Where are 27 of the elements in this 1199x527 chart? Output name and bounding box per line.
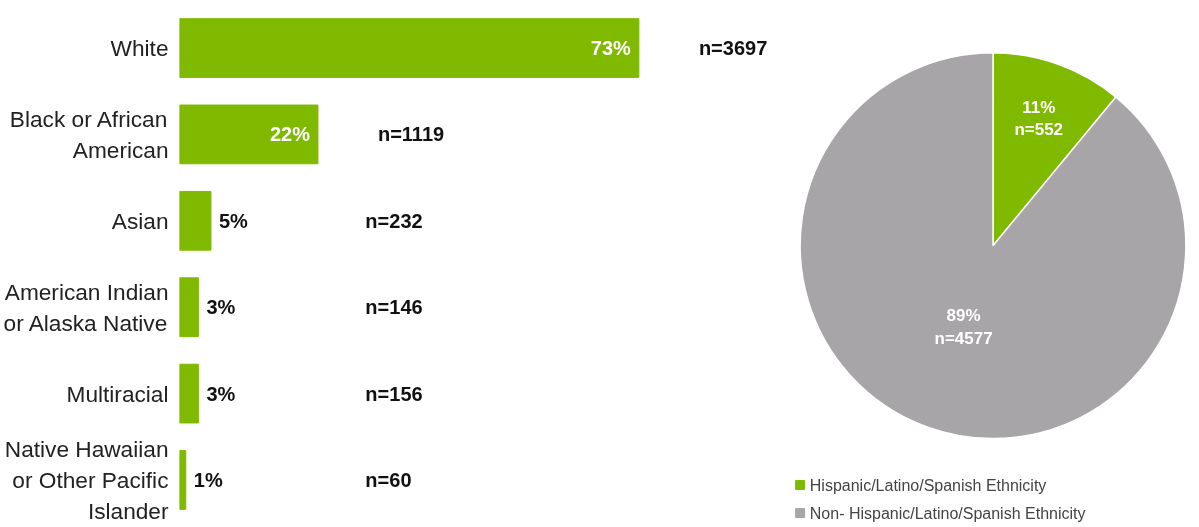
data-label: 89% n=4577 bbox=[934, 306, 993, 349]
data-label: 11% n=552 bbox=[1014, 97, 1064, 140]
annotation: n=232 bbox=[365, 209, 423, 232]
data-label: 5% bbox=[218, 209, 249, 232]
y-tick-label: American Indian or Alaska Native bbox=[3, 278, 169, 336]
annotation: n=146 bbox=[365, 296, 423, 319]
legend-label: Hispanic/Latino/Spanish Ethnicity bbox=[809, 476, 1047, 494]
data-label: 3% bbox=[206, 296, 236, 319]
text: n=3697 bbox=[698, 37, 768, 60]
bar bbox=[179, 363, 199, 424]
data-label: 1% bbox=[193, 468, 223, 491]
bar bbox=[179, 277, 199, 338]
bar bbox=[179, 190, 212, 251]
y-tick-label: Black or African American bbox=[9, 105, 169, 164]
annotation: n=1119 bbox=[377, 123, 445, 146]
y-tick-label: Asian bbox=[111, 207, 169, 234]
bar bbox=[179, 104, 319, 165]
bar bbox=[179, 18, 640, 78]
data-label: 3% bbox=[206, 382, 236, 405]
y-tick-label: Multiracial bbox=[66, 380, 169, 407]
legend-label: Non- Hispanic/Latino/Spanish Ethnicity bbox=[809, 504, 1086, 522]
data-label: 22% bbox=[269, 123, 311, 146]
data-label: 73% bbox=[590, 37, 632, 60]
y-tick-label: White bbox=[110, 35, 169, 62]
annotation: n=60 bbox=[365, 468, 412, 491]
y-tick-label: Native Hawaiian or Other Pacific Islander bbox=[4, 435, 169, 525]
annotation: n=156 bbox=[365, 382, 423, 405]
